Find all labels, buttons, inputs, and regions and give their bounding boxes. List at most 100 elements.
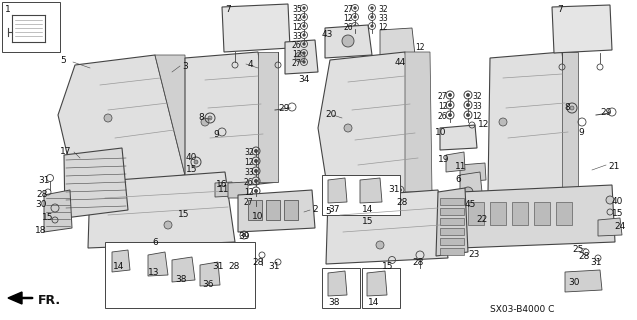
Polygon shape bbox=[460, 172, 482, 193]
Polygon shape bbox=[328, 178, 347, 203]
Circle shape bbox=[303, 34, 305, 36]
Text: 32: 32 bbox=[378, 5, 388, 14]
Polygon shape bbox=[258, 52, 278, 182]
Text: 24: 24 bbox=[614, 222, 626, 231]
Circle shape bbox=[463, 187, 473, 197]
Circle shape bbox=[194, 160, 198, 164]
Text: 12: 12 bbox=[378, 23, 387, 32]
Circle shape bbox=[243, 234, 245, 236]
Text: 11: 11 bbox=[218, 185, 229, 194]
Bar bbox=[512, 202, 528, 225]
Bar bbox=[490, 202, 506, 225]
Circle shape bbox=[303, 43, 305, 45]
Polygon shape bbox=[326, 190, 448, 264]
Text: 34: 34 bbox=[298, 75, 310, 84]
Text: 17: 17 bbox=[60, 147, 71, 156]
Polygon shape bbox=[405, 52, 432, 192]
Polygon shape bbox=[58, 55, 185, 183]
Text: 28: 28 bbox=[412, 258, 424, 267]
Polygon shape bbox=[562, 52, 578, 192]
Text: 12: 12 bbox=[343, 14, 352, 23]
Polygon shape bbox=[360, 178, 382, 203]
Polygon shape bbox=[44, 190, 72, 232]
Text: 28: 28 bbox=[252, 258, 263, 267]
Text: 37: 37 bbox=[328, 205, 340, 214]
Text: 44: 44 bbox=[395, 58, 406, 67]
Polygon shape bbox=[436, 188, 468, 256]
Polygon shape bbox=[552, 5, 612, 53]
Bar bbox=[440, 238, 464, 245]
Circle shape bbox=[466, 114, 469, 116]
Text: 15: 15 bbox=[382, 262, 394, 271]
Text: 31: 31 bbox=[388, 185, 399, 194]
Polygon shape bbox=[64, 148, 128, 218]
Circle shape bbox=[255, 180, 257, 182]
Polygon shape bbox=[8, 292, 22, 304]
Text: FR.: FR. bbox=[38, 294, 61, 307]
Text: 1: 1 bbox=[5, 5, 11, 14]
Text: 14: 14 bbox=[368, 298, 380, 307]
Text: 15: 15 bbox=[612, 209, 624, 218]
Text: 12: 12 bbox=[478, 120, 489, 129]
Bar bbox=[284, 200, 298, 220]
Circle shape bbox=[376, 241, 384, 249]
Text: 26: 26 bbox=[292, 41, 302, 50]
Text: 19: 19 bbox=[438, 155, 450, 164]
Circle shape bbox=[255, 149, 257, 153]
Circle shape bbox=[255, 189, 257, 193]
Text: 6: 6 bbox=[455, 175, 461, 184]
Text: 25: 25 bbox=[572, 245, 583, 254]
Text: 11: 11 bbox=[455, 162, 466, 171]
Polygon shape bbox=[228, 182, 248, 198]
Text: 10: 10 bbox=[435, 128, 447, 137]
Text: 5: 5 bbox=[325, 207, 331, 216]
Text: 40: 40 bbox=[186, 153, 197, 162]
Circle shape bbox=[303, 61, 305, 63]
Text: 33: 33 bbox=[472, 102, 482, 111]
Circle shape bbox=[371, 16, 373, 18]
Text: 8: 8 bbox=[564, 103, 569, 112]
Text: 8: 8 bbox=[198, 113, 204, 122]
Text: 14: 14 bbox=[362, 205, 373, 214]
Text: 33: 33 bbox=[244, 168, 254, 177]
Circle shape bbox=[448, 114, 452, 116]
Text: 14: 14 bbox=[113, 262, 124, 271]
Circle shape bbox=[255, 170, 257, 172]
Circle shape bbox=[466, 103, 469, 107]
Text: 29: 29 bbox=[600, 108, 612, 117]
Text: 33: 33 bbox=[378, 14, 388, 23]
Polygon shape bbox=[185, 52, 278, 188]
Text: 12: 12 bbox=[244, 188, 254, 197]
Polygon shape bbox=[155, 55, 188, 175]
Text: 39: 39 bbox=[238, 232, 250, 241]
Text: 12: 12 bbox=[292, 23, 301, 32]
Text: 26: 26 bbox=[244, 178, 254, 187]
Polygon shape bbox=[328, 271, 347, 296]
Bar bbox=[322, 175, 400, 215]
Text: 2: 2 bbox=[312, 205, 318, 214]
Text: 27: 27 bbox=[292, 59, 302, 68]
Circle shape bbox=[354, 16, 356, 18]
Bar bbox=[556, 202, 572, 225]
Text: 38: 38 bbox=[328, 298, 340, 307]
Text: 18: 18 bbox=[35, 226, 47, 235]
Text: 15: 15 bbox=[42, 213, 54, 222]
Bar bbox=[266, 200, 280, 220]
Text: 30: 30 bbox=[568, 278, 580, 287]
Polygon shape bbox=[598, 218, 622, 236]
Polygon shape bbox=[380, 28, 415, 55]
Circle shape bbox=[295, 52, 305, 62]
Text: 15: 15 bbox=[186, 165, 197, 174]
Text: 15: 15 bbox=[362, 217, 373, 226]
Polygon shape bbox=[440, 125, 477, 150]
Text: 27: 27 bbox=[343, 5, 353, 14]
Circle shape bbox=[303, 25, 305, 27]
Circle shape bbox=[255, 199, 257, 203]
Circle shape bbox=[570, 106, 574, 110]
Circle shape bbox=[344, 124, 352, 132]
Bar bbox=[440, 208, 464, 215]
Text: 28: 28 bbox=[578, 252, 589, 261]
Circle shape bbox=[104, 114, 112, 122]
Text: 40: 40 bbox=[612, 197, 624, 206]
Text: 36: 36 bbox=[202, 280, 213, 289]
